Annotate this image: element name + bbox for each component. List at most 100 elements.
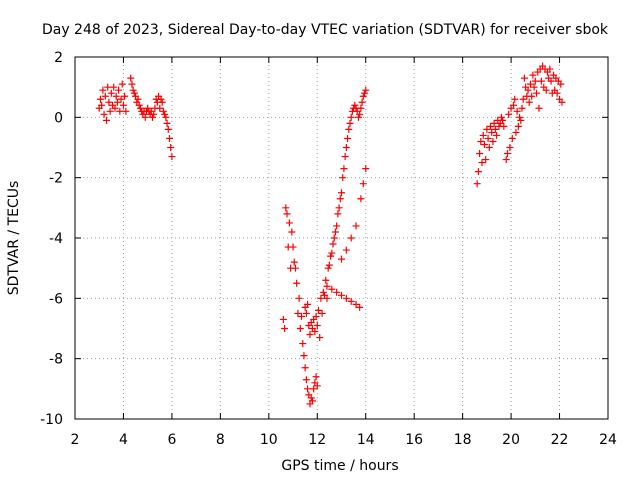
x-tick-label: 16 bbox=[405, 432, 423, 448]
data-point-marker bbox=[557, 80, 565, 88]
data-point-marker bbox=[344, 134, 352, 142]
data-point-marker bbox=[119, 101, 127, 109]
data-point-marker bbox=[323, 282, 331, 290]
data-point-marker bbox=[322, 276, 330, 284]
data-point-marker bbox=[529, 71, 537, 79]
data-point-marker bbox=[107, 89, 115, 97]
data-point-marker bbox=[357, 195, 365, 203]
data-point-marker bbox=[345, 125, 353, 133]
data-points bbox=[95, 62, 566, 408]
data-point-marker bbox=[362, 165, 370, 173]
data-point-marker bbox=[298, 312, 306, 320]
data-point-marker bbox=[347, 297, 355, 305]
data-point-marker bbox=[135, 101, 143, 109]
x-tick-label: 20 bbox=[502, 432, 520, 448]
data-point-marker bbox=[323, 294, 331, 302]
data-point-marker bbox=[342, 246, 350, 254]
data-point-marker bbox=[281, 325, 289, 332]
x-tick-label: 24 bbox=[599, 432, 617, 448]
data-point-marker bbox=[324, 264, 332, 272]
data-point-marker bbox=[346, 119, 354, 127]
data-point-marker bbox=[502, 156, 510, 164]
data-point-marker bbox=[356, 303, 364, 311]
y-tick-label: -10 bbox=[40, 412, 63, 428]
data-point-marker bbox=[499, 116, 507, 124]
data-point-marker bbox=[339, 174, 347, 182]
data-point-marker bbox=[102, 116, 110, 124]
data-point-marker bbox=[308, 397, 316, 405]
data-point-marker bbox=[121, 92, 129, 100]
data-point-marker bbox=[331, 228, 339, 236]
data-point-marker bbox=[356, 110, 364, 118]
data-point-marker bbox=[334, 210, 342, 218]
data-point-marker bbox=[157, 95, 165, 103]
data-point-marker bbox=[159, 107, 167, 115]
data-point-marker bbox=[291, 264, 299, 272]
data-point-marker bbox=[283, 210, 291, 218]
data-point-marker bbox=[295, 294, 303, 302]
data-point-marker bbox=[342, 294, 350, 302]
data-point-marker bbox=[342, 144, 350, 151]
data-point-marker bbox=[347, 234, 355, 242]
data-point-marker bbox=[302, 309, 310, 317]
data-point-marker bbox=[127, 74, 135, 82]
data-point-marker bbox=[517, 116, 525, 124]
data-point-marker bbox=[491, 125, 499, 133]
data-point-marker bbox=[479, 131, 487, 139]
data-point-marker bbox=[476, 150, 484, 158]
data-point-marker bbox=[553, 89, 561, 97]
data-point-marker bbox=[526, 80, 534, 88]
data-point-marker bbox=[285, 219, 293, 227]
data-point-marker bbox=[519, 95, 527, 103]
data-point-marker bbox=[528, 92, 536, 100]
data-point-marker bbox=[282, 204, 290, 212]
data-point-marker bbox=[516, 113, 524, 121]
data-point-marker bbox=[318, 309, 326, 317]
data-point-marker bbox=[301, 364, 309, 372]
data-point-marker bbox=[488, 128, 496, 136]
data-point-marker bbox=[330, 234, 338, 242]
data-point-marker bbox=[293, 279, 301, 287]
data-point-marker bbox=[512, 128, 520, 136]
data-point-marker bbox=[310, 385, 318, 393]
data-point-marker bbox=[354, 113, 362, 121]
y-tick-label: 2 bbox=[54, 50, 63, 66]
data-point-marker bbox=[478, 159, 486, 167]
data-point-marker bbox=[144, 104, 152, 112]
data-point-marker bbox=[490, 119, 498, 127]
data-point-marker bbox=[112, 92, 120, 100]
data-point-marker bbox=[96, 95, 104, 103]
data-point-marker bbox=[302, 376, 310, 384]
data-point-marker bbox=[290, 258, 298, 266]
data-point-marker bbox=[474, 168, 482, 176]
data-point-marker bbox=[313, 382, 321, 390]
y-tick-label: -6 bbox=[49, 291, 63, 307]
data-point-marker bbox=[325, 261, 333, 269]
data-point-marker bbox=[505, 110, 513, 118]
x-axis-label: GPS time / hours bbox=[281, 458, 398, 474]
data-point-marker bbox=[333, 288, 341, 296]
data-point-marker bbox=[483, 125, 491, 133]
data-point-marker bbox=[328, 249, 336, 257]
data-point-marker bbox=[329, 240, 337, 248]
data-point-marker bbox=[359, 92, 367, 100]
data-point-marker bbox=[535, 104, 543, 112]
data-point-marker bbox=[312, 312, 320, 320]
data-point-marker bbox=[480, 140, 488, 148]
data-point-marker bbox=[317, 294, 325, 302]
data-point-marker bbox=[128, 80, 136, 88]
data-point-marker bbox=[106, 107, 114, 115]
data-point-marker bbox=[311, 328, 319, 336]
data-point-marker bbox=[313, 321, 321, 329]
data-point-marker bbox=[306, 331, 314, 339]
data-point-marker bbox=[111, 104, 119, 112]
data-point-marker bbox=[167, 144, 175, 151]
data-point-marker bbox=[500, 122, 508, 130]
data-point-marker bbox=[333, 222, 341, 230]
data-point-marker bbox=[486, 122, 494, 130]
data-point-marker bbox=[136, 104, 144, 112]
data-point-marker bbox=[113, 98, 121, 106]
data-point-marker bbox=[508, 134, 516, 142]
data-point-marker bbox=[288, 228, 296, 236]
